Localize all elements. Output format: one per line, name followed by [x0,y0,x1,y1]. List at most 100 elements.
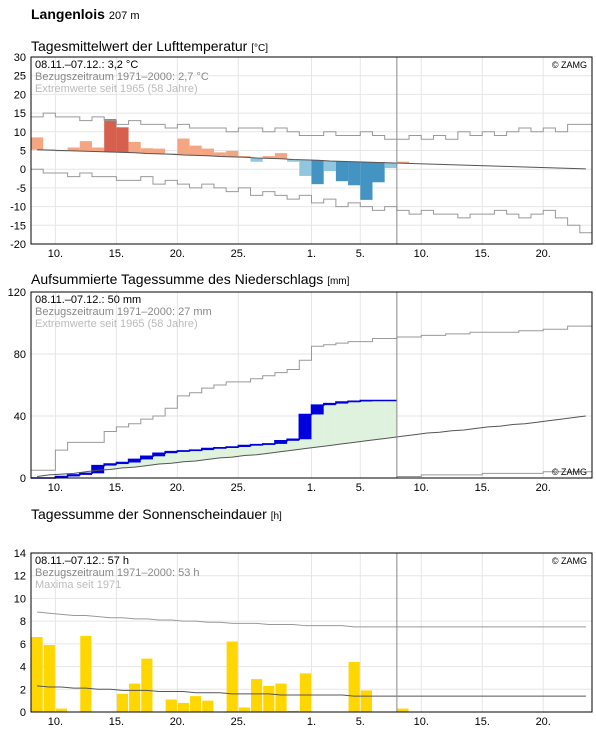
precip-surplus-area [335,402,349,444]
precip-surplus-area [360,400,373,441]
temperature-bar [396,161,410,164]
y-tick-label: 0 [20,473,26,485]
precip-surplus-area [128,459,141,468]
sunshine-bar [348,662,360,712]
x-tick-label: 20. [536,482,551,494]
precip-daily-bar [55,476,68,478]
y-tick-label: 0 [20,164,26,176]
y-tick-label: 10 [14,127,26,139]
precip-surplus-area [140,456,153,466]
precip-surplus-area [165,451,178,464]
x-tick-label: 5. [356,716,365,728]
temperature-unit: [°C] [251,43,268,54]
precip-daily-bar [165,451,178,454]
sunshine-title: Tagessumme der Sonnenscheindauer [h] [31,506,282,522]
temperature-bar [213,152,227,157]
sunshine-bar [251,679,263,712]
x-tick-label: 10. [414,716,429,728]
temperature-bar [360,162,373,200]
temperature-bar [262,156,275,159]
y-tick-label: -10 [10,202,26,214]
x-tick-label: 10. [48,248,63,260]
sunshine-bar [275,683,287,712]
temperature-bar [152,148,166,154]
info-line: Extremwerte seit 1965 (58 Jahre) [35,318,198,330]
plot-frame [30,291,593,479]
precip-daily-bar [323,403,336,406]
x-tick-label: 15. [475,716,490,728]
sunshine-bar [177,702,190,712]
temperature-bar [274,153,288,159]
precip-surplus-area [201,448,214,460]
info-line: 08.11.–07.12.: 3,2 °C [35,59,138,71]
precip-daily-bar [104,464,117,466]
precip-surplus-area [384,400,397,438]
precip-surplus-area [152,453,166,465]
info-line: Extremwerte seit 1965 (58 Jahre) [35,83,198,95]
station-name: Langenlois [31,6,105,22]
y-tick-label: 10 [14,593,26,605]
precip-daily-bar [201,448,214,451]
x-tick-label: 10. [48,482,63,494]
x-tick-label: 20. [536,248,551,260]
y-tick-label: 8 [20,616,26,628]
precip-surplus-area [226,447,239,458]
precip-surplus-area [262,443,275,454]
panel-2: 0 2 4 6 8 10 12 14 10. 15. 20. 25. 1. 5. 10. 15. 20. 08.1… [14,548,593,728]
precip-surplus-area [238,445,251,456]
x-tick-label: 20. [536,716,551,728]
temperature-bar [189,145,202,156]
info-line: 08.11.–07.12.: 50 mm [35,294,141,306]
station-altitude: 207 m [108,10,140,22]
temperature-bar [348,161,361,186]
sunshine-bar [31,637,43,712]
info-line: 08.11.–07.12.: 57 h [35,555,129,567]
x-tick-label: 25. [231,482,246,494]
precip-title-text: Aufsummierte Tagessumme des Niederschlag… [31,271,324,287]
y-tick-label: 4 [20,662,26,674]
x-tick-label: 25. [231,716,246,728]
copyright-label: © ZAMG [552,556,587,566]
sunshine-bar [299,673,311,712]
copyright-label: © ZAMG [552,60,587,70]
temperature-bar [323,160,336,172]
temperature-bar [201,148,214,156]
y-tick-label: 0 [20,707,26,719]
temperature-bar [238,156,251,158]
temperature-title-text: Tagesmittelwert der Lufttemperatur [31,38,248,54]
precip-daily-bar [91,465,105,474]
sunshine-bar [129,683,141,712]
x-tick-label: 15. [475,248,490,260]
precip-surplus-area [250,444,263,455]
temperature-bar [311,160,324,185]
x-tick-label: 15. [109,482,124,494]
sunshine-bar [116,693,129,712]
precip-daily-bar [299,414,312,440]
x-tick-label: 10. [48,716,63,728]
x-tick-label: 20. [170,482,185,494]
sunshine-title-text: Tagessumme der Sonnenscheindauer [31,506,267,522]
temperature-normal-line [37,149,586,170]
precip-daily-bar [152,453,166,457]
y-tick-label: -5 [16,183,26,195]
temperature-bar [299,159,312,176]
precip-title: Aufsummierte Tagessumme des Niederschlag… [31,271,349,287]
y-tick-label: 12 [14,571,26,583]
precip-daily-bar [274,440,288,444]
x-tick-label: 15. [475,482,490,494]
precip-surplus-area [189,450,202,461]
info-line: Maxima seit 1971 [35,579,121,591]
x-tick-label: 10. [414,248,429,260]
precip-normal-line [37,415,586,477]
x-tick-label: 20. [170,716,185,728]
x-tick-label: 25. [231,248,246,260]
precip-daily-bar [116,462,129,465]
info-line: Bezugszeitraum 1971–2000: 2,7 °C [35,71,209,83]
precip-daily-bar [79,473,92,475]
sunshine-bar [263,685,275,712]
temperature-bar [104,119,117,152]
station-header: Langenlois 207 m [31,6,139,22]
precip-surplus-area [372,400,385,440]
precip-surplus-area [104,464,117,470]
